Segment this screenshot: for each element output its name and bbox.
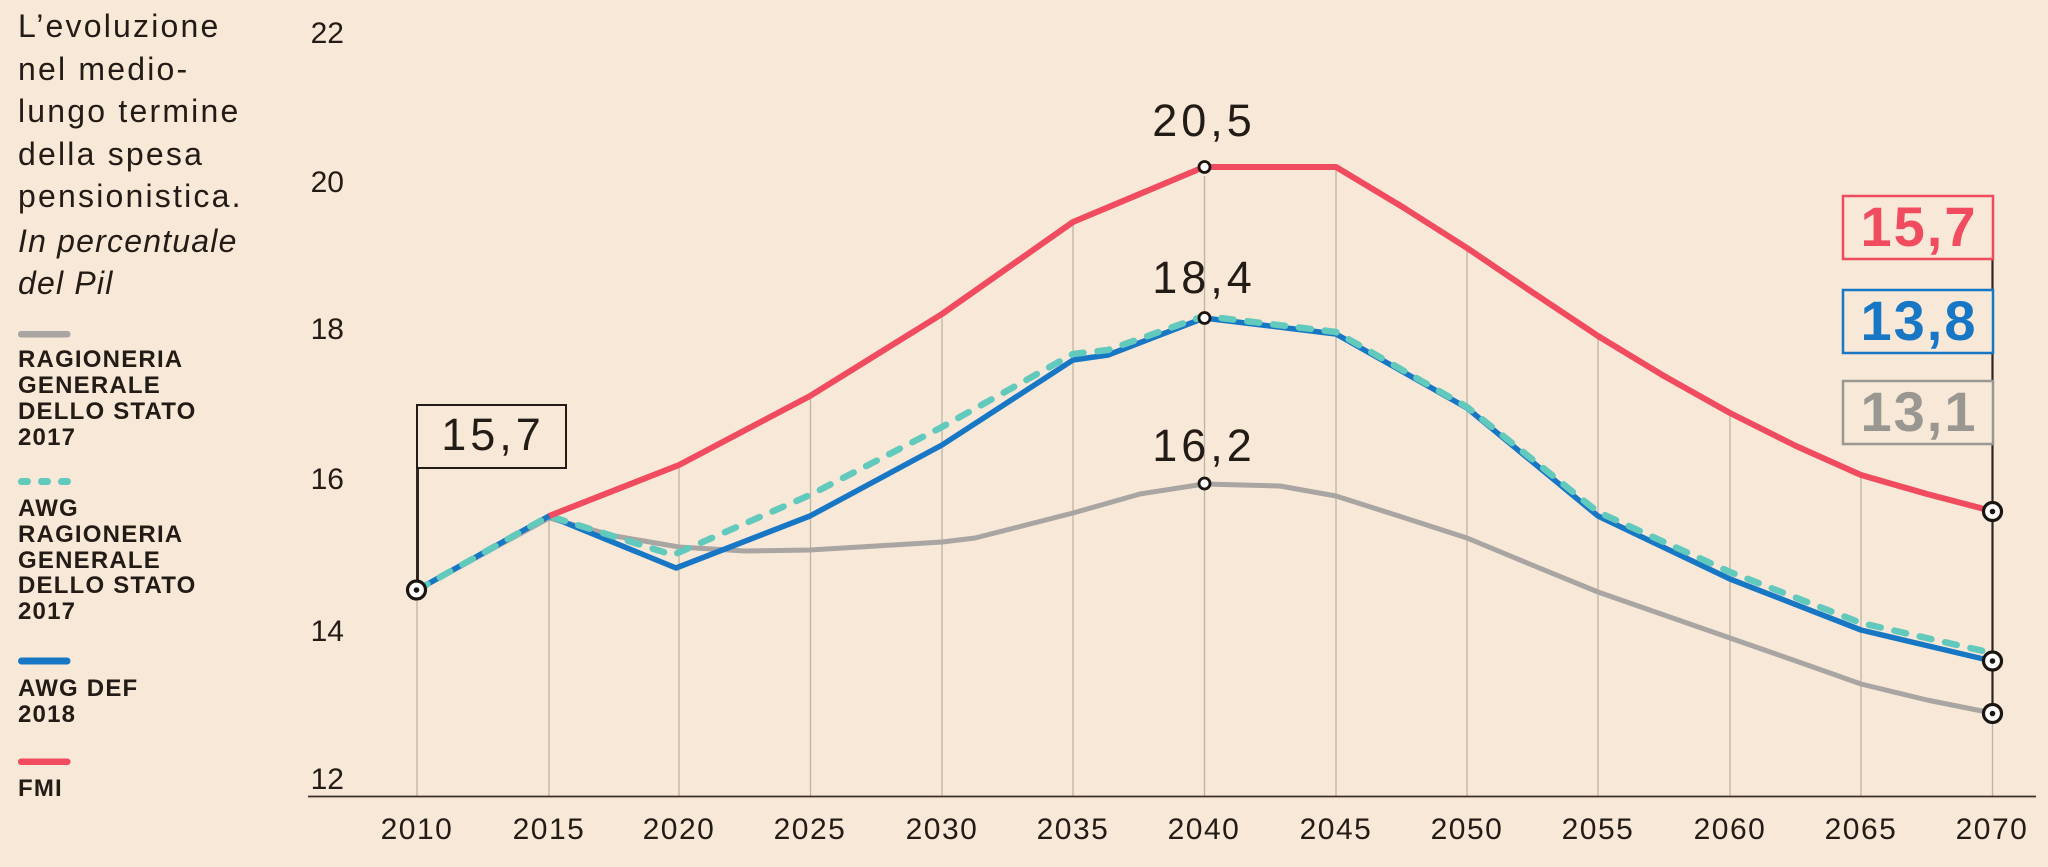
svg-text:22: 22 [311, 17, 344, 50]
svg-text:2070: 2070 [1956, 813, 2029, 846]
svg-text:2050: 2050 [1431, 813, 1504, 846]
svg-text:DELLO STATO: DELLO STATO [18, 572, 197, 599]
svg-text:AWG: AWG [18, 495, 79, 522]
svg-text:RAGIONERIA: RAGIONERIA [18, 346, 183, 373]
svg-text:GENERALE: GENERALE [18, 547, 161, 574]
svg-text:16,2: 16,2 [1152, 420, 1256, 471]
svg-text:2035: 2035 [1037, 813, 1110, 846]
svg-text:2030: 2030 [906, 813, 979, 846]
svg-text:14: 14 [311, 615, 344, 648]
svg-text:13,8: 13,8 [1861, 289, 1978, 352]
svg-text:2055: 2055 [1562, 813, 1635, 846]
svg-text:2017: 2017 [18, 598, 76, 625]
svg-text:GENERALE: GENERALE [18, 372, 161, 399]
svg-text:2040: 2040 [1168, 813, 1241, 846]
svg-text:pensionistica.: pensionistica. [18, 178, 243, 214]
svg-text:18,4: 18,4 [1152, 252, 1256, 303]
svg-text:della spesa: della spesa [18, 136, 204, 172]
svg-text:15,7: 15,7 [1861, 195, 1978, 258]
svg-text:20: 20 [311, 166, 344, 199]
svg-text:RAGIONERIA: RAGIONERIA [18, 521, 183, 548]
svg-text:2060: 2060 [1694, 813, 1767, 846]
svg-text:2025: 2025 [774, 813, 847, 846]
svg-text:FMI: FMI [18, 775, 63, 802]
svg-text:18: 18 [311, 313, 344, 346]
svg-text:AWG DEF: AWG DEF [18, 675, 138, 702]
svg-text:2045: 2045 [1300, 813, 1373, 846]
svg-text:2017: 2017 [18, 424, 76, 451]
svg-text:In percentuale: In percentuale [18, 223, 238, 259]
svg-text:2015: 2015 [513, 813, 586, 846]
svg-text:15,7: 15,7 [441, 409, 545, 460]
svg-text:2010: 2010 [381, 813, 454, 846]
svg-text:2020: 2020 [643, 813, 716, 846]
svg-text:L’evoluzione: L’evoluzione [18, 8, 221, 44]
svg-text:13,1: 13,1 [1861, 380, 1978, 443]
svg-text:12: 12 [311, 763, 344, 796]
svg-text:2065: 2065 [1825, 813, 1898, 846]
svg-text:16: 16 [311, 463, 344, 496]
svg-text:del Pil: del Pil [18, 265, 114, 301]
svg-text:20,5: 20,5 [1152, 95, 1256, 146]
svg-text:lungo termine: lungo termine [18, 93, 241, 129]
svg-text:nel medio-: nel medio- [18, 51, 189, 87]
svg-text:2018: 2018 [18, 701, 76, 728]
svg-text:DELLO STATO: DELLO STATO [18, 398, 197, 425]
